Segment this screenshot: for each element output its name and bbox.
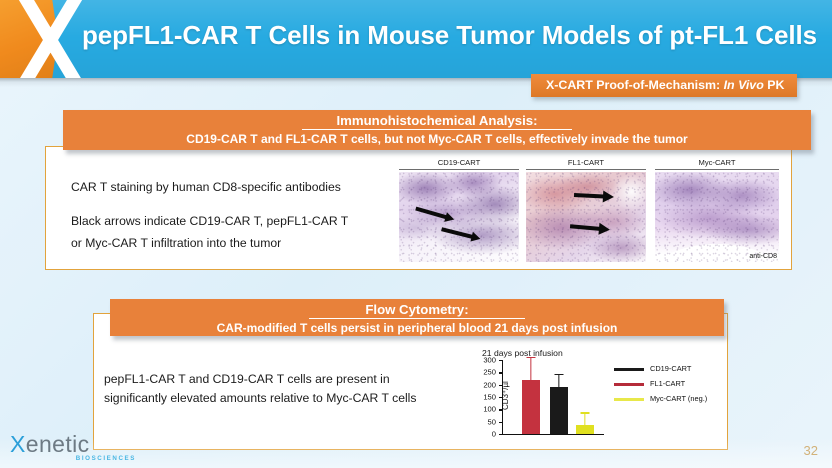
y-axis-tick <box>498 372 503 374</box>
chart-bar-fill <box>576 424 594 434</box>
x-axis <box>502 434 604 436</box>
banner-b-subtitle: CAR-modified T cells persist in peripher… <box>216 321 618 335</box>
micrograph-myc-cart: Myc-CART anti-CD8 <box>655 158 779 262</box>
chart-error-cap <box>554 373 564 376</box>
badge-prefix: X-CART Proof-of-Mechanism: <box>546 78 724 92</box>
chart-legend: CD19-CART FL1-CART Myc-CART (neg.) <box>614 362 716 407</box>
chart-title: 21 days post infusion <box>482 348 563 358</box>
y-axis-tick <box>498 397 503 399</box>
y-axis-tick-label: 200 <box>483 380 496 390</box>
micrograph-image-2 <box>526 172 646 262</box>
micrograph-fl1-cart: FL1-CART <box>526 158 646 262</box>
micrograph-label-2: FL1-CART <box>526 158 646 170</box>
y-axis-tick <box>498 421 503 423</box>
panel-b-line-2: significantly elevated amounts relative … <box>104 391 417 405</box>
banner-a-title: Immunohistochemical Analysis: <box>63 110 811 130</box>
chart-legend-item: FL1-CART <box>614 377 716 392</box>
chart-plot-area: CD3⁺/µl 0 50 100 150 200 250 300 <box>483 356 604 439</box>
status-badge: X-CART Proof-of-Mechanism: In Vivo PK <box>531 74 798 97</box>
panel-a-body-text: CAR T staining by human CD8-specific ant… <box>71 176 391 254</box>
panel-a-paragraph-2-line-2: or Myc-CAR T infiltration into the tumor <box>71 236 282 250</box>
panel-a-paragraph-1: CAR T staining by human CD8-specific ant… <box>71 180 341 194</box>
chart-legend-label: FL1-CART <box>650 379 686 388</box>
chart-bar-fill <box>550 386 568 434</box>
panel-a-paragraph-2: Black arrows indicate CD19-CAR T, pepFL1… <box>71 210 391 254</box>
micrograph-cd19-cart: CD19-CART <box>399 158 519 262</box>
chart-legend-swatch <box>614 383 644 386</box>
chart-error-bar <box>530 358 532 380</box>
panel-b-body-text: pepFL1-CAR T and CD19-CAR T cells are pr… <box>104 370 454 408</box>
chart-error-cap <box>580 412 590 414</box>
micrograph-image-3: anti-CD8 <box>655 172 779 262</box>
y-axis-tick <box>498 384 503 386</box>
chart-bar-fill <box>522 379 540 434</box>
banner-immunohistochemistry: Immunohistochemical Analysis: CD19-CAR T… <box>63 110 811 150</box>
y-axis-tick-label: 50 <box>487 417 496 427</box>
chart-legend-label: Myc-CART (neg.) <box>650 394 708 403</box>
page-title: pepFL1-CAR T Cells in Mouse Tumor Models… <box>82 20 817 50</box>
arrow-annotation <box>573 190 615 204</box>
logo-rest-letters: enetic <box>25 431 90 457</box>
chart-bar <box>550 360 568 434</box>
y-axis <box>502 360 504 434</box>
chart-error-cap <box>526 356 536 359</box>
micrograph-label-3: Myc-CART <box>655 158 779 170</box>
y-axis-tick-label: 150 <box>483 392 496 402</box>
chart-legend-label: CD19-CART <box>650 364 692 373</box>
chart-bar <box>522 356 540 434</box>
header-drop-shadow <box>0 78 832 87</box>
panel-b-line-1: pepFL1-CAR T and CD19-CAR T cells are pr… <box>104 372 390 386</box>
y-axis-tick <box>498 434 503 436</box>
header-sheen <box>0 0 832 78</box>
badge-suffix: PK <box>763 78 785 92</box>
y-axis-tick <box>498 409 503 411</box>
y-axis-tick-label: 300 <box>483 355 496 365</box>
chart-legend-item: CD19-CART <box>614 362 716 377</box>
banner-b-title: Flow Cytometry: <box>110 299 724 319</box>
chart-error-bar <box>558 375 560 387</box>
y-axis-tick <box>498 360 503 362</box>
logo-tagline: BIOSCIENCES <box>75 455 136 462</box>
stain-note: anti-CD8 <box>749 253 777 260</box>
micrograph-label-1: CD19-CART <box>399 158 519 170</box>
chart-error-bar <box>584 413 586 425</box>
banner-flow-cytometry: Flow Cytometry: CAR-modified T cells per… <box>110 299 724 336</box>
y-axis-tick-label: 0 <box>491 429 496 439</box>
slide-header: pepFL1-CAR T Cells in Mouse Tumor Models… <box>0 0 832 78</box>
banner-a-subtitle: CD19-CAR T and FL1-CAR T cells, but not … <box>186 132 688 146</box>
logo-wordmark: Xenetic <box>10 432 140 456</box>
micrograph-image-1 <box>399 172 519 262</box>
logo-x-letter: X <box>10 431 26 457</box>
brand-logo: Xenetic BIOSCIENCES <box>10 432 140 464</box>
chart-legend-swatch <box>614 368 644 371</box>
chart-legend-swatch <box>614 398 644 401</box>
badge-italic: In Vivo <box>723 78 764 92</box>
page-number: 32 <box>803 443 818 458</box>
panel-a-paragraph-2-line-1: Black arrows indicate CD19-CAR T, pepFL1… <box>71 214 349 228</box>
chart-legend-item: Myc-CART (neg.) <box>614 392 716 407</box>
bar-chart: 21 days post infusion CD3⁺/µl 0 50 100 150 2… <box>466 348 716 444</box>
micrograph-gallery: CD19-CART FL1-CART <box>399 158 781 262</box>
chart-bar <box>576 360 594 434</box>
y-axis-tick-label: 250 <box>483 367 496 377</box>
y-axis-tick-label: 100 <box>483 404 496 414</box>
